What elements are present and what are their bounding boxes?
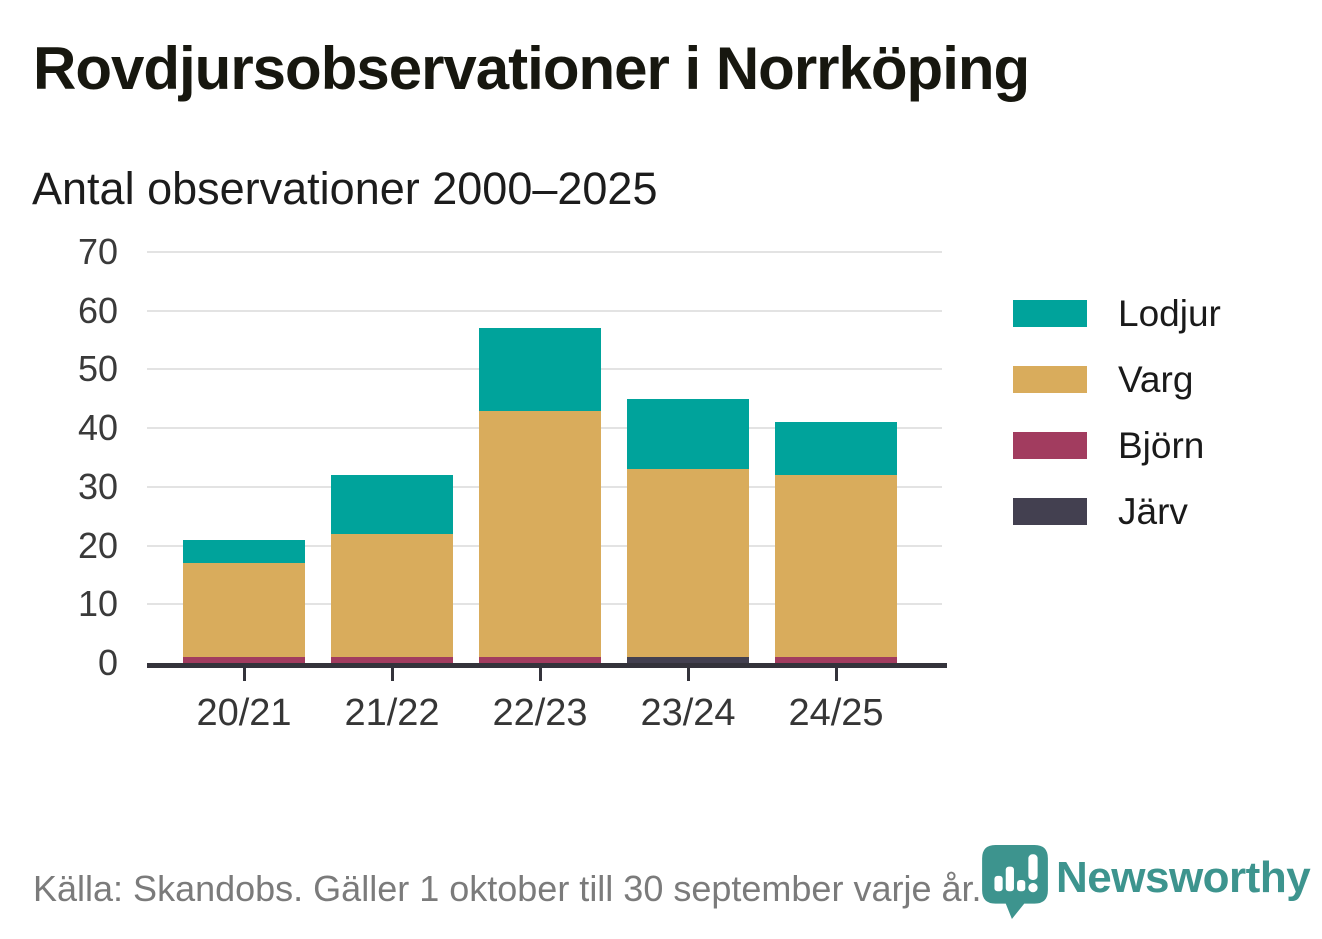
y-tick-label: 30 (77, 465, 118, 507)
bar-segment-lodjur-23-24 (627, 398, 749, 470)
bar-segment-varg-24-25 (775, 475, 897, 658)
x-tick-label: 23/24 (640, 692, 736, 734)
legend-item-varg: Varg (1013, 361, 1221, 398)
newsworthy-logo-icon (982, 845, 1048, 919)
x-tick-mark (242, 668, 246, 681)
y-tick-label: 20 (77, 524, 118, 566)
legend-label: Varg (1118, 359, 1194, 400)
bar-segment-lodjur-22-23 (479, 328, 601, 411)
bar-segment-björn-20-21 (183, 657, 305, 663)
legend-swatch (1013, 300, 1087, 327)
x-tick-mark (390, 668, 394, 681)
bar-segment-varg-23-24 (627, 469, 749, 658)
bar-segment-björn-22-23 (479, 657, 601, 663)
legend-item-lodjur: Lodjur (1013, 295, 1221, 332)
bar-segment-varg-21-22 (331, 533, 453, 658)
legend-label: Lodjur (1118, 293, 1221, 334)
legend-swatch (1013, 366, 1087, 393)
bar-segment-lodjur-24-25 (775, 422, 897, 476)
x-tick-label: 21/22 (344, 692, 440, 734)
newsworthy-logo: Newsworthy (982, 845, 1311, 925)
gridline (147, 251, 942, 254)
bar-segment-varg-20-21 (183, 563, 305, 658)
x-tick-mark (538, 668, 542, 681)
legend-item-björn: Björn (1013, 427, 1221, 464)
bar-segment-lodjur-20-21 (183, 539, 305, 564)
legend-label: Björn (1118, 425, 1205, 466)
legend: Lodjur Varg Björn Järv (1013, 295, 1221, 530)
gridline (147, 309, 942, 312)
y-tick-label: 0 (97, 642, 118, 683)
legend-item-järv: Järv (1013, 493, 1221, 530)
page-title: Rovdjursobservationer i Norrköping (33, 35, 1030, 102)
bar-segment-lodjur-21-22 (331, 475, 453, 534)
bar-segment-varg-22-23 (479, 410, 601, 658)
bar-segment-järv-23-24 (627, 657, 749, 663)
source-note: Källa: Skandobs. Gäller 1 oktober till 3… (33, 868, 982, 909)
legend-swatch (1013, 498, 1087, 525)
y-tick-label: 70 (77, 231, 118, 272)
y-tick-label: 40 (77, 407, 118, 449)
bar-segment-björn-21-22 (331, 657, 453, 663)
bar-segment-björn-24-25 (775, 657, 897, 663)
y-tick-label: 50 (77, 348, 118, 390)
x-axis-line (147, 663, 947, 668)
x-tick-mark (686, 668, 690, 681)
legend-swatch (1013, 432, 1087, 459)
y-tick-label: 60 (77, 289, 118, 331)
x-tick-label: 24/25 (788, 692, 884, 734)
x-tick-label: 20/21 (196, 692, 292, 734)
newsworthy-wordmark: Newsworthy (1056, 853, 1311, 902)
x-tick-mark (834, 668, 838, 681)
x-tick-label: 22/23 (492, 692, 588, 734)
legend-label: Järv (1118, 491, 1188, 532)
plot-area (147, 251, 942, 663)
chart-subtitle: Antal observationer 2000–2025 (32, 163, 658, 214)
y-tick-label: 10 (77, 583, 118, 625)
